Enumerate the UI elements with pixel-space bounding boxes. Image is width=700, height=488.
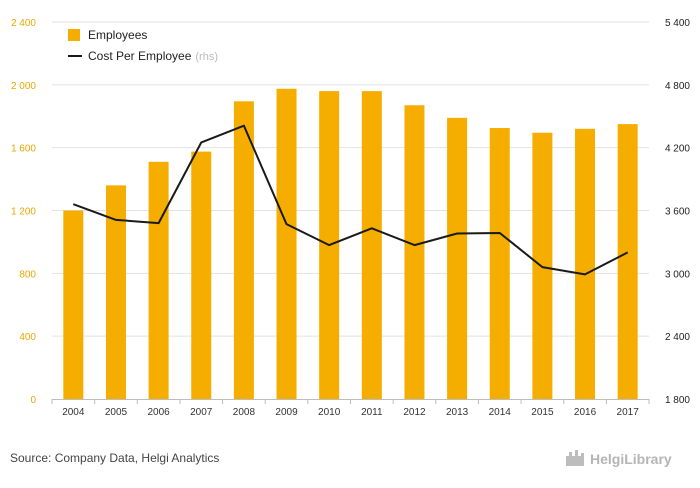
x-tick-label: 2006 — [147, 407, 170, 418]
bar-employees — [362, 91, 382, 399]
x-tick-label: 2007 — [190, 407, 213, 418]
y-right-tick-label: 3 600 — [665, 207, 690, 218]
y-right-tick-label: 2 400 — [665, 332, 690, 343]
x-tick-label: 2017 — [617, 407, 640, 418]
legend-label-cost-per-employee: Cost Per Employee(rhs) — [88, 49, 218, 63]
bar-employees — [404, 105, 424, 399]
x-tick-label: 2015 — [531, 407, 554, 418]
y-left-tick-label: 0 — [30, 395, 36, 406]
bar-employees — [63, 211, 83, 400]
x-tick-label: 2004 — [62, 407, 85, 418]
bar-employees — [234, 101, 254, 399]
x-tick-label: 2014 — [489, 407, 512, 418]
legend: Employees Cost Per Employee(rhs) — [68, 28, 218, 63]
grid-lines — [52, 22, 649, 336]
y-right-tick-label: 4 800 — [665, 81, 690, 92]
bar-employees — [277, 89, 297, 399]
source-note: Source: Company Data, Helgi Analytics — [10, 451, 219, 465]
y-left-tick-label: 1 600 — [11, 144, 36, 155]
y-right-tick-label: 4 200 — [665, 144, 690, 155]
y-left-tick-label: 1 200 — [11, 207, 36, 218]
y-left-tick-label: 400 — [19, 332, 36, 343]
legend-label-rhs: (rhs) — [195, 51, 218, 63]
bar-employees — [149, 162, 169, 399]
bar-employees — [618, 124, 638, 399]
logo-skyline-icon — [566, 450, 584, 466]
y-left-tick-label: 2 000 — [11, 81, 36, 92]
legend-label-employees: Employees — [88, 28, 147, 42]
y-left-tick-label: 800 — [19, 269, 36, 280]
bar-employees — [575, 129, 595, 399]
x-tick-label: 2010 — [318, 407, 341, 418]
y-left-tick-label: 2 400 — [11, 18, 36, 29]
x-tick-label: 2016 — [574, 407, 597, 418]
x-tick-label: 2008 — [233, 407, 256, 418]
x-tick-label: 2012 — [403, 407, 426, 418]
bar-employees — [490, 128, 510, 399]
bar-employees — [447, 118, 467, 399]
x-tick-label: 2011 — [361, 407, 383, 418]
x-tick-label: 2005 — [105, 407, 128, 418]
logo-wordmark: HelgiLibrary — [590, 451, 672, 467]
bar-employees — [191, 152, 211, 399]
legend-swatch-employees — [68, 29, 80, 41]
bar-series-employees — [63, 89, 637, 399]
x-tick-label: 2009 — [275, 407, 298, 418]
legend-label-cost-per-employee-name: Cost Per Employee — [88, 49, 192, 63]
y-right-tick-label: 5 400 — [665, 18, 690, 29]
helgi-library-logo: HelgiLibrary — [566, 450, 672, 467]
y-right-tick-label: 3 000 — [665, 269, 690, 280]
x-tick-label: 2013 — [446, 407, 469, 418]
y-right-tick-label: 1 800 — [665, 395, 690, 406]
